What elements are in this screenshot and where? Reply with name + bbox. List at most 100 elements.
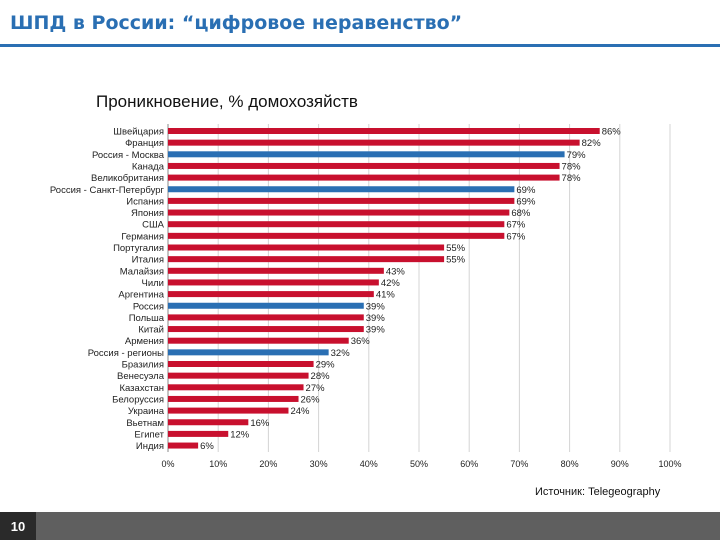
value-label: 24% [290,406,310,417]
value-label: 28% [311,371,331,382]
value-label: 39% [366,313,386,324]
value-label: 82% [582,138,602,149]
value-label: 26% [301,394,321,405]
bar [168,256,445,263]
value-label: 69% [516,185,536,196]
value-label: 6% [200,441,214,452]
category-label: Россия [133,301,164,312]
bar [168,395,299,402]
value-label: 55% [446,243,466,254]
bar [168,407,289,414]
footer-bar [0,512,720,540]
bar [168,197,515,204]
value-label: 78% [562,173,582,184]
category-label: Аргентина [118,290,164,301]
category-label: Малайзия [120,266,164,277]
bar [168,442,199,449]
value-label: 43% [386,266,406,277]
x-tick-label: 0% [161,459,174,469]
bar [168,372,309,379]
category-label: Канада [132,161,165,172]
category-label: Россия - Санкт-Петербург [50,185,165,196]
category-label: Германия [121,231,164,242]
x-tick-label: 10% [209,459,227,469]
category-label: Россия - Москва [92,150,165,161]
category-label: Португалия [113,243,164,254]
category-label: Польша [129,313,165,324]
value-label: 32% [331,348,351,359]
bar-russia [168,186,515,193]
value-label: 67% [506,220,526,231]
x-tick-label: 100% [658,459,681,469]
bar [168,267,384,274]
bar [168,162,560,169]
category-label: Франция [125,138,164,149]
bar [168,337,349,344]
x-tick-label: 50% [410,459,428,469]
value-label: 16% [250,418,270,429]
value-label: 12% [230,429,250,440]
category-label: США [142,220,165,231]
bar-russia [168,151,565,158]
category-label: Россия - регионы [88,348,164,359]
bar [168,314,364,321]
x-tick-label: 80% [561,459,579,469]
category-label: Венесуэла [117,371,165,382]
x-tick-label: 40% [360,459,378,469]
bar [168,139,580,146]
bar [168,209,510,216]
value-label: 55% [446,255,466,266]
bar [168,384,304,391]
category-label: Швейцария [113,127,164,138]
bar-russia [168,349,329,356]
category-label: Армения [125,336,164,347]
category-label: Италия [132,255,164,266]
category-label: Вьетнам [126,418,164,429]
bar [168,174,560,181]
category-label: Великобритания [91,173,164,184]
title-divider [0,44,720,47]
value-label: 69% [516,196,536,207]
x-tick-label: 30% [310,459,328,469]
bar-russia [168,302,364,309]
bar [168,221,505,228]
category-label: Чили [142,278,165,289]
category-label: Испания [126,196,164,207]
value-label: 86% [602,127,622,138]
value-label: 78% [562,161,582,172]
value-label: 27% [306,383,326,394]
x-tick-label: 90% [611,459,629,469]
bar [168,361,314,367]
bar [168,279,379,286]
source-note: Источник: Telegeography [535,486,661,498]
value-label: 79% [567,150,587,161]
bar [168,291,374,298]
category-label: Казахстан [119,383,164,394]
bar [168,419,249,426]
value-label: 67% [506,231,526,242]
category-label: Бразилия [122,360,164,371]
category-label: Белоруссия [112,394,164,405]
page-number: 10 [0,512,36,540]
category-label: Украина [128,406,165,417]
x-tick-label: 20% [259,459,277,469]
value-label: 41% [376,290,396,301]
value-label: 29% [316,360,336,371]
value-label: 42% [381,278,401,289]
bar [168,128,600,134]
bar [168,326,364,333]
value-label: 68% [511,208,531,219]
value-label: 39% [366,301,386,312]
category-label: Египет [134,429,164,440]
category-label: Китай [138,325,164,336]
x-tick-label: 60% [460,459,478,469]
value-label: 39% [366,325,386,336]
slide-title: ШПД в России: “цифровое неравенство” [10,12,463,34]
category-label: Япония [131,208,164,219]
chart-title: Проникновение, % домохозяйств [96,92,358,111]
value-label: 36% [351,336,371,347]
bar [168,244,445,251]
x-tick-label: 70% [510,459,528,469]
bar [168,232,505,239]
